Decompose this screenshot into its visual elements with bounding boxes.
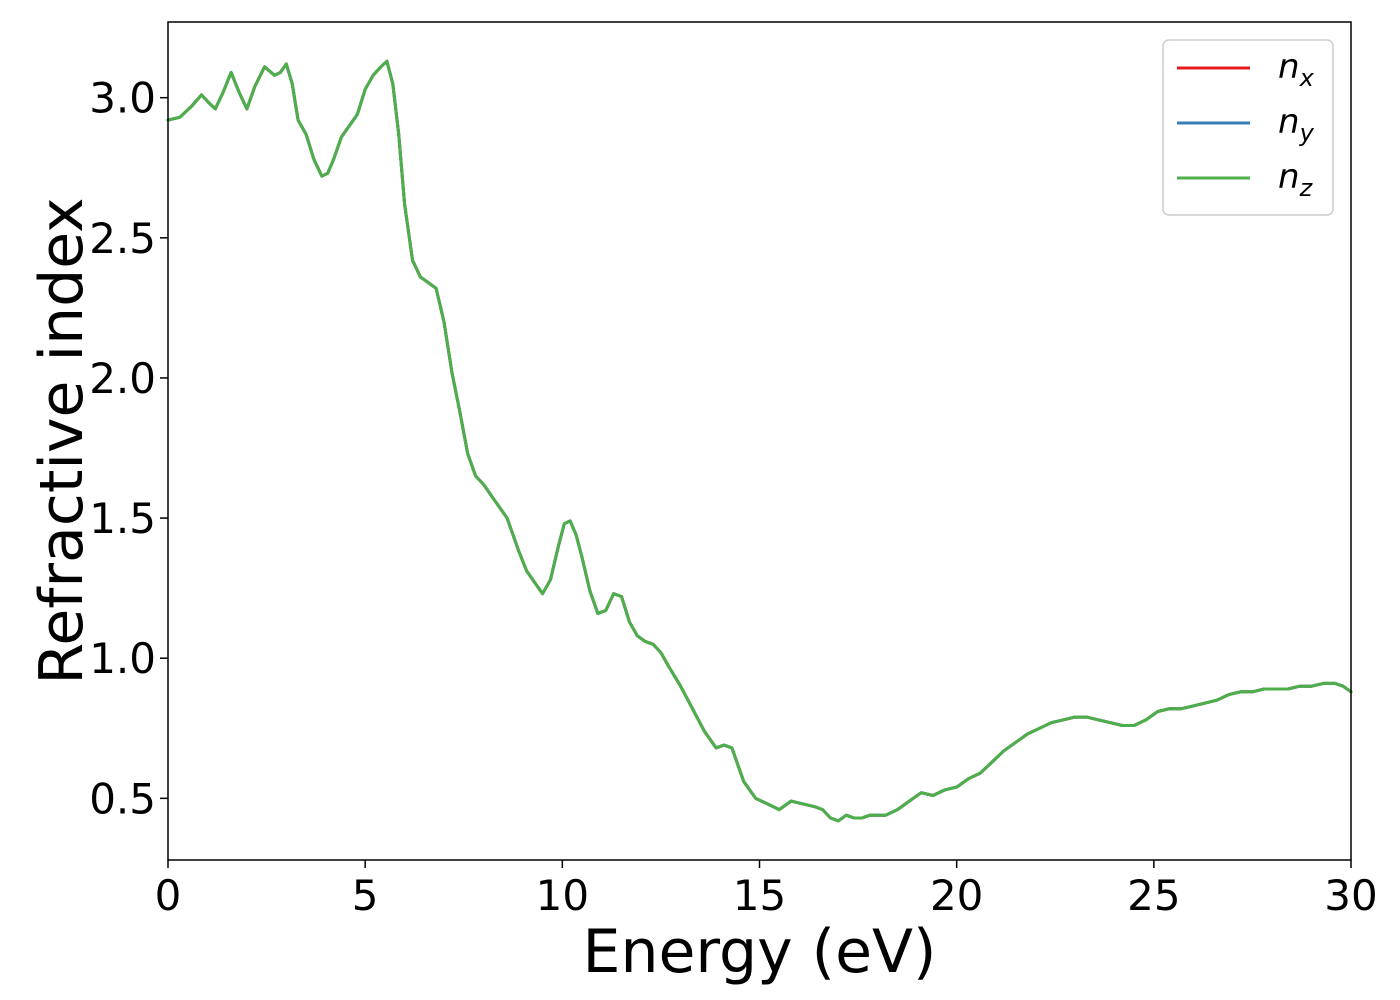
y-tick-label: 2.5 [89,214,156,263]
legend-label-nx: nx [1278,47,1315,92]
x-tick-label: 10 [536,871,589,920]
x-tick-label: 5 [352,871,379,920]
x-tick-label: 25 [1127,871,1180,920]
x-tick-label: 15 [733,871,786,920]
y-axis: 0.5 1.0 1.5 2.0 2.5 3.0 [89,74,168,823]
y-axis-label: Refractive index [27,197,97,684]
x-axis: 0 5 10 15 20 25 30 [155,860,1378,920]
y-tick-label: 2.0 [89,354,156,403]
y-tick-label: 1.5 [89,494,156,543]
x-tick-label: 0 [155,871,182,920]
legend-label-nz: nz [1278,157,1314,202]
y-tick-label: 3.0 [89,74,156,123]
legend: nx ny nz [1162,39,1334,216]
legend-label-ny: ny [1278,102,1315,147]
series-layer [166,59,1353,823]
series-line-nz [166,59,1353,823]
x-axis-label: Energy (eV) [583,917,937,987]
x-tick-label: 30 [1324,871,1377,920]
legend-box [1162,39,1334,216]
x-tick-label: 20 [930,871,983,920]
y-tick-label: 0.5 [89,774,156,823]
y-tick-label: 1.0 [89,634,156,683]
